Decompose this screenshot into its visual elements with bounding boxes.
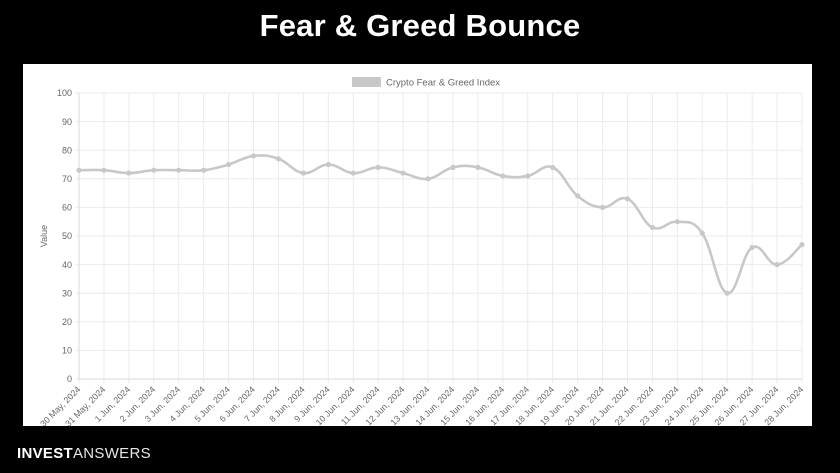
data-point bbox=[799, 241, 805, 248]
data-point bbox=[176, 167, 182, 173]
y-tick-label: 100 bbox=[57, 88, 72, 98]
data-point bbox=[624, 196, 631, 202]
data-point bbox=[699, 230, 705, 236]
y-tick-label: 20 bbox=[62, 317, 72, 327]
data-point bbox=[126, 170, 132, 176]
data-point bbox=[325, 161, 331, 168]
data-point bbox=[649, 224, 656, 231]
y-tick-label: 30 bbox=[62, 288, 72, 298]
data-point bbox=[375, 164, 381, 170]
chart-legend: Crypto Fear & Greed Index bbox=[352, 77, 500, 89]
data-point bbox=[300, 170, 306, 176]
y-tick-label: 10 bbox=[62, 346, 72, 356]
data-point bbox=[475, 164, 481, 170]
y-tick-label: 60 bbox=[62, 203, 72, 213]
data-point bbox=[550, 164, 556, 170]
chart-panel: 0 10 20 30 40 50 60 70 80 90 100 30 May, 2024 31 Ma… bbox=[23, 64, 812, 426]
data-point bbox=[450, 164, 456, 170]
data-point bbox=[575, 193, 581, 199]
data-point bbox=[76, 167, 82, 173]
data-point bbox=[201, 167, 207, 173]
data-point bbox=[525, 173, 531, 179]
brand-strong: INVEST bbox=[17, 445, 73, 462]
data-point bbox=[674, 219, 680, 225]
data-point bbox=[400, 170, 406, 176]
y-tick-label: 0 bbox=[67, 374, 72, 384]
data-point bbox=[350, 170, 356, 176]
data-point bbox=[724, 290, 730, 296]
y-tick-label: 70 bbox=[62, 174, 72, 184]
data-point bbox=[275, 156, 282, 162]
page-title: Fear & Greed Bounce bbox=[259, 8, 581, 43]
data-point bbox=[101, 167, 107, 173]
y-tick-label: 40 bbox=[62, 260, 72, 270]
y-axis-ticks: 0 10 20 30 40 50 60 70 80 90 100 bbox=[57, 88, 72, 384]
data-point bbox=[749, 244, 755, 251]
y-tick-label: 80 bbox=[62, 145, 72, 155]
chart-series bbox=[76, 153, 805, 296]
y-axis-label: Value bbox=[39, 225, 49, 247]
data-point bbox=[151, 167, 157, 173]
series-line bbox=[78, 154, 803, 295]
brand-light: ANSWERS bbox=[72, 445, 151, 462]
data-point bbox=[599, 204, 606, 210]
legend-swatch bbox=[352, 77, 381, 87]
data-point bbox=[425, 176, 431, 182]
data-point bbox=[225, 161, 232, 168]
chart-grid bbox=[75, 92, 803, 383]
data-point bbox=[250, 153, 257, 159]
y-tick-label: 50 bbox=[62, 231, 72, 241]
data-point bbox=[774, 262, 780, 268]
data-point bbox=[500, 173, 506, 179]
legend-label: Crypto Fear & Greed Index bbox=[386, 78, 500, 89]
y-tick-label: 90 bbox=[62, 117, 72, 127]
brand-logo: INVESTANSWERS bbox=[17, 445, 151, 462]
